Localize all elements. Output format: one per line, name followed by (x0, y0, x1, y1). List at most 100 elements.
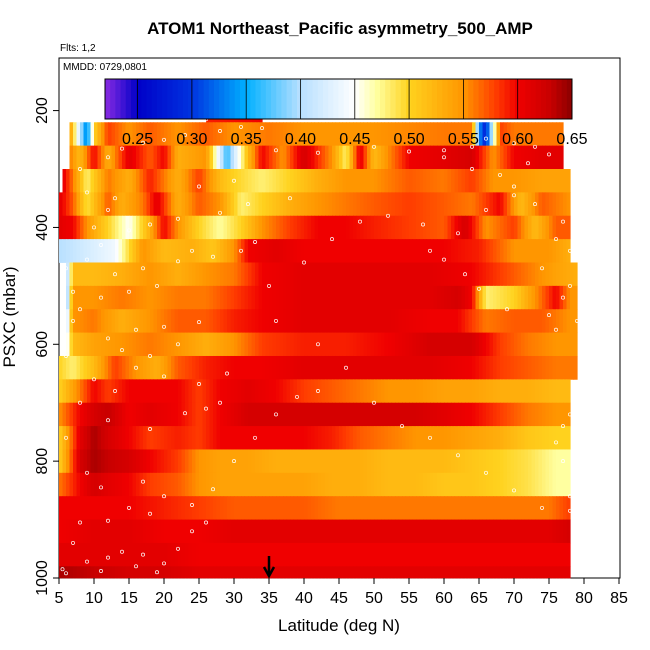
heatmap-cell (143, 239, 148, 263)
heatmap-cell (374, 542, 379, 567)
heatmap-cell (230, 355, 235, 380)
heatmap-cell (83, 379, 88, 404)
heatmap-cell (244, 145, 249, 170)
heatmap-cell (381, 262, 386, 287)
heatmap-cell (251, 566, 256, 579)
heatmap-cell (272, 379, 277, 404)
heatmap-cell (304, 402, 309, 427)
heatmap-cell (234, 449, 239, 474)
heatmap-cell (535, 566, 540, 579)
heatmap-cell (405, 145, 410, 170)
heatmap-cell (230, 122, 235, 147)
heatmap-cell (552, 215, 557, 240)
heatmap-cell (489, 169, 494, 193)
heatmap-cell (468, 566, 473, 579)
heatmap-cell (300, 379, 305, 404)
heatmap-cell (398, 566, 403, 579)
heatmap-cell (171, 215, 176, 240)
heatmap-cell (171, 262, 176, 287)
heatmap-cell (132, 379, 137, 404)
heatmap-cell (507, 542, 512, 567)
heatmap-cell (272, 145, 277, 170)
heatmap-cell (528, 472, 533, 497)
heatmap-cell (507, 566, 512, 579)
heatmap-cell (451, 355, 456, 380)
heatmap-cell (146, 309, 151, 334)
heatmap-cell (174, 379, 179, 404)
heatmap-cell (297, 566, 302, 579)
heatmap-cell (167, 449, 172, 474)
heatmap-cell (405, 285, 410, 310)
heatmap-cell (335, 426, 340, 450)
heatmap-cell (510, 169, 515, 193)
heatmap-cell (125, 566, 130, 579)
sample-point (162, 324, 166, 329)
heatmap-cell (545, 145, 550, 170)
sample-point (561, 295, 565, 300)
heatmap-cell (220, 309, 225, 334)
heatmap-cell (185, 169, 190, 193)
heatmap-cell (293, 542, 298, 567)
heatmap-cell (227, 355, 232, 380)
heatmap-cell (559, 426, 564, 450)
heatmap-cell (552, 402, 557, 427)
heatmap-cell (122, 542, 127, 567)
heatmap-cell (223, 402, 228, 427)
heatmap-cell (514, 285, 519, 310)
heatmap-cell (139, 192, 144, 217)
heatmap-cell (216, 262, 221, 287)
heatmap-cell (339, 145, 344, 170)
heatmap-cell (542, 192, 547, 217)
heatmap-cell (132, 239, 137, 263)
colorbar-segment (561, 79, 568, 119)
heatmap-cell (59, 355, 64, 380)
heatmap-cell (206, 262, 211, 287)
heatmap-cell (521, 145, 526, 170)
heatmap-cell (335, 145, 340, 170)
heatmap-cell (164, 215, 169, 240)
x-tick-label: 15 (120, 590, 138, 607)
colorbar-segment (499, 79, 506, 119)
heatmap-cell (549, 285, 554, 310)
heatmap-cell (181, 496, 186, 520)
heatmap-cell (500, 309, 505, 334)
heatmap-cell (83, 309, 88, 334)
heatmap-cell (115, 379, 120, 404)
heatmap-cell (153, 285, 158, 310)
heatmap-cell (223, 472, 228, 497)
heatmap-cell (311, 426, 316, 450)
heatmap-cell (458, 472, 463, 497)
heatmap-cell (136, 262, 141, 287)
heatmap-cell (468, 402, 473, 427)
heatmap-cell (213, 449, 218, 474)
heatmap-cell (307, 309, 312, 334)
heatmap-cell (374, 192, 379, 217)
heatmap-cell (374, 519, 379, 544)
heatmap-cell (391, 355, 396, 380)
heatmap-cell (496, 215, 501, 240)
sample-point (484, 136, 488, 141)
heatmap-cell (265, 542, 270, 567)
heatmap-cell (244, 449, 249, 474)
heatmap-cell (514, 169, 519, 193)
heatmap-cell (157, 192, 162, 217)
heatmap-cell (244, 332, 249, 357)
heatmap-cell (475, 519, 480, 544)
heatmap-cell (321, 309, 326, 334)
heatmap-cell (199, 122, 204, 147)
sample-point (568, 508, 572, 513)
heatmap-cell (447, 145, 452, 170)
heatmap-cell (136, 145, 141, 170)
heatmap-cell (157, 496, 162, 520)
heatmap-cell (66, 192, 71, 217)
heatmap-cell (234, 145, 239, 170)
sample-point (561, 424, 565, 429)
heatmap-cell (360, 169, 365, 193)
heatmap-cell (374, 496, 379, 520)
colorbar-segment (364, 79, 371, 119)
x-tick-label: 5 (55, 590, 64, 607)
heatmap-cell (507, 496, 512, 520)
heatmap-cell (402, 496, 407, 520)
heatmap-cell (167, 192, 172, 217)
heatmap-cell (475, 449, 480, 474)
